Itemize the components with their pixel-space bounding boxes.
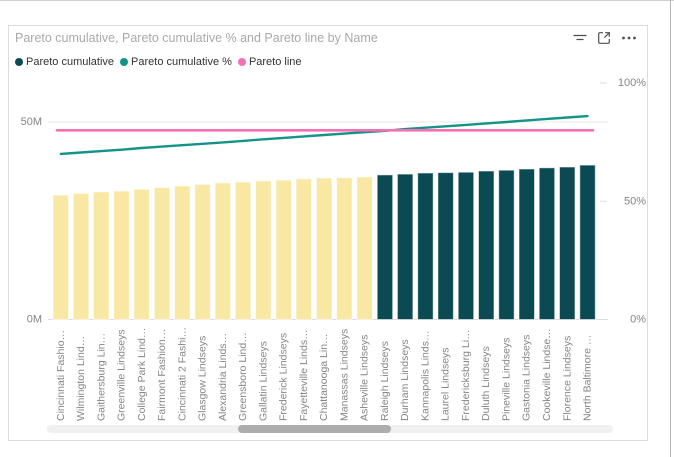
legend-item-pareto-cumulative-pct[interactable]: Pareto cumulative %: [120, 56, 232, 68]
pareto-cumulative-bar[interactable]: [255, 180, 272, 320]
legend-item-pareto-cumulative[interactable]: Pareto cumulative: [15, 56, 114, 68]
window-frame-right-border: [670, 0, 671, 457]
horizontal-scrollbar-track[interactable]: [47, 425, 613, 433]
pareto-cumulative-bar[interactable]: [174, 185, 191, 320]
pareto-cumulative-bar[interactable]: [356, 176, 373, 320]
legend-label: Pareto cumulative: [26, 56, 115, 68]
legend-label: Pareto cumulative %: [131, 56, 232, 68]
more-options-icon[interactable]: [621, 36, 637, 40]
legend-dot-pareto-cumulative-pct: [120, 58, 129, 66]
legend-label: Pareto line: [248, 56, 302, 68]
pareto-cumulative-bar[interactable]: [275, 179, 292, 320]
pareto-cumulative-bar[interactable]: [498, 169, 515, 320]
pareto-cumulative-bar[interactable]: [234, 181, 252, 320]
horizontal-scrollbar-thumb[interactable]: [238, 425, 391, 433]
pareto-cumulative-bar[interactable]: [518, 168, 535, 320]
pareto-cumulative-bar[interactable]: [52, 194, 69, 321]
pareto-cumulative-bar[interactable]: [72, 193, 90, 320]
pareto-cumulative-bar[interactable]: [113, 190, 130, 320]
pareto-cumulative-bar[interactable]: [376, 174, 394, 320]
visual-title: Pareto cumulative, Pareto cumulative % a…: [15, 31, 378, 45]
pareto-cumulative-bar[interactable]: [214, 182, 232, 320]
pareto-cumulative-bar[interactable]: [559, 166, 576, 320]
window-frame-top-border: [0, 0, 674, 1]
legend-dot-pareto-cumulative: [15, 58, 23, 66]
legend: Pareto cumulative Pareto cumulative % Pa…: [15, 56, 308, 68]
pareto-cumulative-bar[interactable]: [315, 177, 333, 320]
pareto-cumulative-bar[interactable]: [538, 167, 556, 320]
focus-mode-icon[interactable]: [597, 31, 611, 45]
pareto-cumulative-bar[interactable]: [478, 170, 495, 320]
pareto-cumulative-bar[interactable]: [437, 172, 454, 320]
pareto-cumulative-bar[interactable]: [579, 164, 596, 320]
legend-item-pareto-line[interactable]: Pareto line: [237, 56, 302, 68]
visual-toolbar: [573, 31, 637, 45]
pareto-cumulative-bar[interactable]: [133, 188, 150, 320]
legend-dot-pareto-line: [237, 58, 246, 66]
pareto-cumulative-bar[interactable]: [396, 173, 414, 320]
pareto-cumulative-bar[interactable]: [93, 191, 110, 320]
pareto-cumulative-bar[interactable]: [153, 187, 171, 320]
pareto-cumulative-bar[interactable]: [194, 183, 211, 320]
pareto-cumulative-bar[interactable]: [457, 171, 475, 320]
filter-icon[interactable]: [573, 32, 587, 44]
pareto-cumulative-bar[interactable]: [295, 178, 313, 320]
pareto-cumulative-bar[interactable]: [336, 177, 353, 320]
pareto-cumulative-bar[interactable]: [417, 172, 434, 320]
